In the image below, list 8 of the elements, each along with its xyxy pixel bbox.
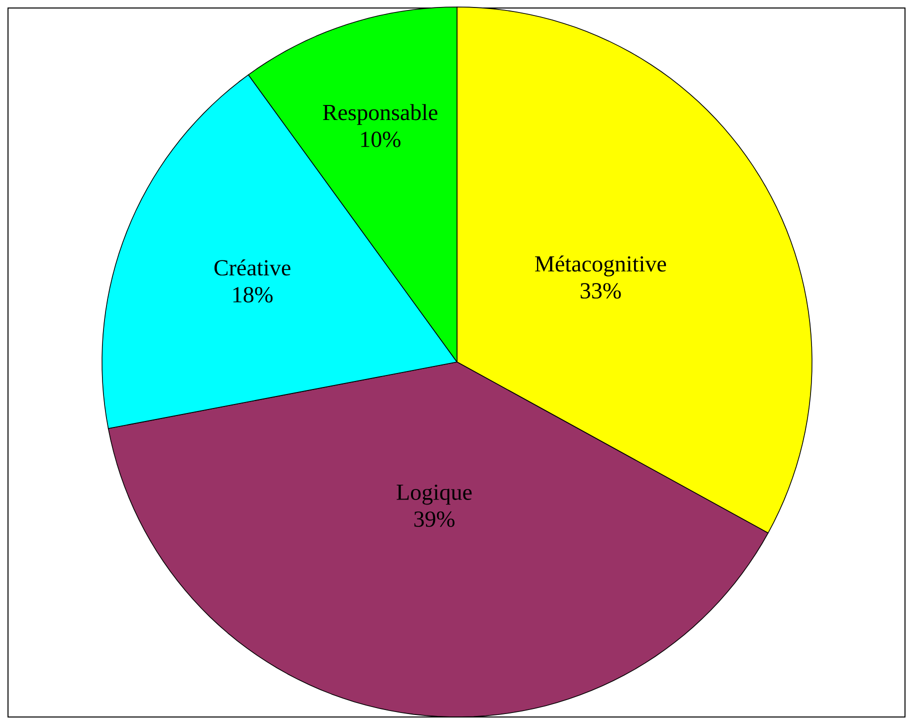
slice-label: Métacognitive: [535, 255, 666, 276]
data-label: 39%: [414, 511, 454, 527]
slice-label: Logique: [396, 484, 472, 505]
slice-label: Responsable: [322, 104, 438, 125]
slice-label: Créative: [214, 259, 290, 276]
data-label: 10%: [361, 132, 400, 148]
data-label: 33%: [580, 283, 621, 299]
data-label: 18%: [233, 286, 273, 303]
